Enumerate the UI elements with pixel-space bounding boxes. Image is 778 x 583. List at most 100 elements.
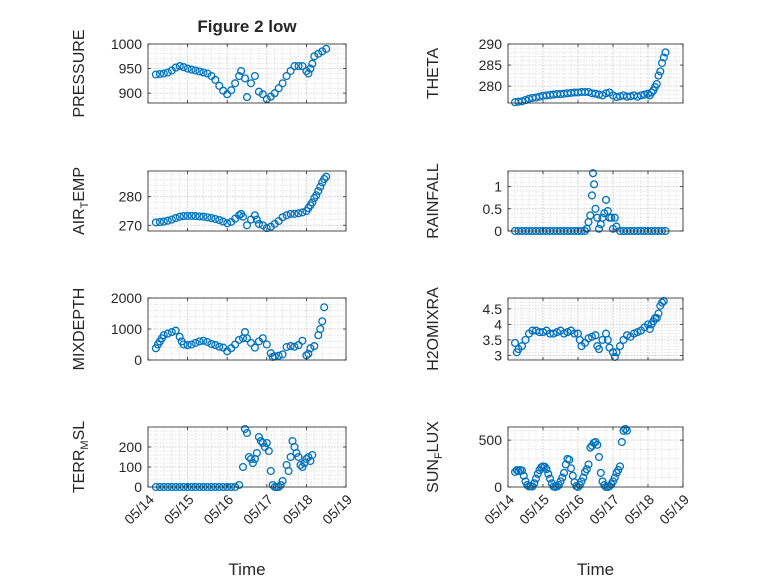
data-point <box>167 328 176 337</box>
data-point <box>531 474 541 483</box>
data-point <box>258 334 267 343</box>
y-tick-label: 285 <box>479 57 503 73</box>
data-point <box>314 186 323 196</box>
data-point <box>155 218 164 227</box>
axes-terr-msl: 0 100 200 05/14 05/15 05/16 05/17 05/18 05/19 TER… <box>71 421 355 579</box>
axes-theta: 280 285 290 THETA <box>425 36 684 107</box>
data-point <box>238 212 248 221</box>
y-tick-label: 900 <box>119 85 143 101</box>
data-point <box>203 69 212 78</box>
data-point <box>235 335 244 344</box>
data-point <box>517 342 527 351</box>
data-point <box>270 89 279 98</box>
data-point <box>302 454 311 464</box>
axes-frame <box>147 426 347 488</box>
data-point <box>286 209 295 218</box>
data-point <box>254 219 263 228</box>
data-point <box>596 468 605 477</box>
data-point <box>183 64 192 73</box>
data-point <box>517 466 527 475</box>
y-tick-label: 3 <box>494 347 502 363</box>
chart-title: Figure 2 low <box>197 17 297 36</box>
x-tick-label: 05/18 <box>621 491 657 527</box>
data-point <box>308 198 317 207</box>
data-point <box>657 58 667 68</box>
data-point <box>240 74 250 83</box>
data-point <box>235 480 244 490</box>
y-axis-label: H2OMIXRA <box>425 287 442 371</box>
axes-frame <box>147 43 347 104</box>
data-point <box>163 329 172 338</box>
x-tick-label: 05/16 <box>551 491 587 527</box>
data-point <box>282 211 291 220</box>
x-tick-label: 05/18 <box>279 491 315 527</box>
axes-rainfall: 0 0.5 1 RAINFALL <box>425 163 684 239</box>
data-point <box>240 424 250 434</box>
data-point <box>187 211 196 220</box>
data-point <box>308 59 317 68</box>
y-tick-label: 0.5 <box>483 201 503 217</box>
y-tick-label: 4 <box>494 316 502 332</box>
data-point <box>246 338 256 347</box>
axes-pressure: 900 950 1000 PRESSURE <box>71 29 347 118</box>
data-point <box>657 298 667 307</box>
data-point <box>542 465 551 474</box>
data-point <box>640 90 649 99</box>
data-point <box>246 454 256 464</box>
data-point <box>199 68 208 77</box>
data-point <box>242 93 252 102</box>
x-tick-label: 05/16 <box>200 491 236 527</box>
data-point <box>310 52 319 61</box>
data-point <box>167 215 176 224</box>
data-point <box>593 213 602 222</box>
axes-frame <box>507 297 684 361</box>
data-point <box>278 79 287 88</box>
axes-frame <box>507 170 684 232</box>
data-point <box>590 180 599 189</box>
data-point <box>318 317 327 326</box>
data-point <box>274 84 283 93</box>
data-point <box>598 335 607 344</box>
data-point <box>223 219 232 228</box>
x-tick-label: 05/14 <box>481 491 517 527</box>
y-tick-label: 1000 <box>111 36 142 52</box>
data-point <box>587 191 597 200</box>
data-point <box>647 88 656 97</box>
data-point <box>593 440 602 449</box>
data-point <box>159 331 168 340</box>
data-point <box>171 214 180 223</box>
y-axis-label: THETA <box>425 48 442 100</box>
data-point <box>584 460 593 469</box>
data-point <box>654 71 663 80</box>
data-point <box>252 448 261 458</box>
data-point <box>586 443 595 452</box>
y-tick-label: 270 <box>119 217 143 233</box>
data-point <box>558 473 567 482</box>
data-point <box>659 297 668 306</box>
data-point <box>607 213 616 222</box>
data-point <box>191 66 200 75</box>
data-point <box>304 452 313 462</box>
data-point <box>306 344 315 353</box>
data-point <box>262 438 271 448</box>
data-point <box>242 334 252 343</box>
data-point <box>246 79 256 88</box>
data-point <box>533 469 542 478</box>
data-point <box>591 204 600 213</box>
data-point <box>258 90 267 99</box>
y-tick-label: 290 <box>479 36 503 52</box>
data-point <box>211 214 220 224</box>
data-point <box>171 63 180 72</box>
data-point <box>519 471 528 480</box>
x-axis-label: Time <box>577 560 614 579</box>
data-point <box>601 89 611 98</box>
data-point <box>250 71 259 81</box>
data-point <box>183 211 192 220</box>
data-point <box>308 450 317 460</box>
data-point <box>286 66 295 76</box>
data-point <box>237 66 246 76</box>
data-point <box>521 96 530 105</box>
data-point <box>510 338 520 347</box>
data-point <box>195 67 204 76</box>
